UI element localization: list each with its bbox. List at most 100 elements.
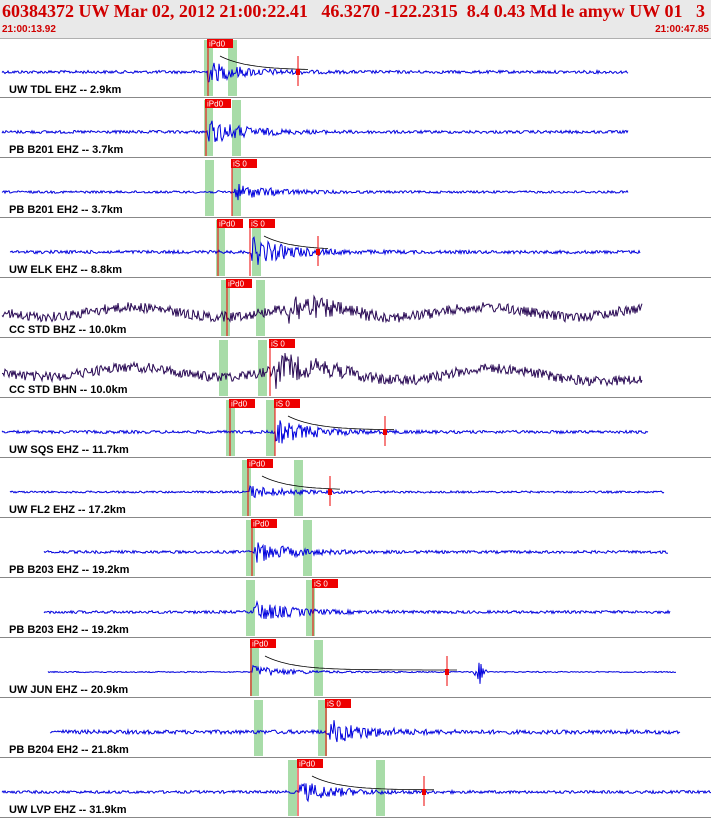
pick-window (242, 460, 251, 516)
start-time: 21:00:13.92 (2, 24, 56, 35)
coda-marker-tick (383, 429, 387, 435)
pick-window (232, 100, 241, 156)
pick-label: iPd0 (228, 280, 245, 289)
trace-row: iS 0 CC STD BHN -- 10.0km (0, 339, 711, 398)
station-label: UW ELK EHZ -- 8.8km (9, 264, 122, 276)
pick-label: iPd0 (299, 760, 316, 769)
waveform (9, 236, 641, 265)
trace-row: iPd0 UW TDL EHZ -- 2.9km (0, 39, 711, 98)
pick-window (266, 400, 275, 456)
pick-window (376, 760, 385, 816)
pick-window (250, 640, 259, 696)
pick-label: iS 0 (271, 340, 285, 349)
waveform (1, 62, 629, 83)
station-label: PB B201 EH2 -- 3.7km (9, 204, 123, 216)
station-label: UW TDL EHZ -- 2.9km (9, 84, 121, 96)
pick-flag[interactable] (231, 159, 257, 168)
coda-curve (263, 235, 329, 249)
station-label: PB B203 EH2 -- 19.2km (9, 624, 129, 636)
pick-window (216, 220, 225, 276)
pick-label: iPd0 (249, 460, 266, 469)
trace-row: iS 0 PB B201 EH2 -- 3.7km (0, 159, 711, 218)
pick-window (303, 520, 312, 576)
pick-window (256, 280, 265, 336)
station-label: UW SQS EHZ -- 11.7km (9, 444, 129, 456)
waveform (1, 420, 649, 444)
coda-curve (261, 475, 340, 490)
pick-flag[interactable] (269, 339, 295, 348)
pick-label: iPd0 (209, 40, 226, 49)
pick-label: iPd0 (231, 400, 248, 409)
pick-flag[interactable] (205, 99, 231, 108)
waveform (1, 294, 643, 324)
pick-flag[interactable] (249, 219, 275, 228)
trace-row: iS 0 PB B204 EH2 -- 21.8km (0, 699, 711, 758)
pick-flag[interactable] (247, 459, 273, 468)
station-label: CC STD BHN -- 10.0km (9, 384, 128, 396)
coda-marker-tick (328, 489, 332, 495)
trace-row: iPd0 UW LVP EHZ -- 31.9km (0, 759, 711, 818)
pick-label: iS 0 (251, 220, 265, 229)
pick-flag[interactable] (251, 519, 277, 528)
pick-label: iPd0 (252, 640, 269, 649)
trace-row: iPd0 iS 0 UW ELK EHZ -- 8.8km (0, 219, 711, 278)
trace-row: iPd0 PB B201 EHZ -- 3.7km (0, 99, 711, 158)
trace-row: iS 0 PB B203 EH2 -- 19.2km (0, 579, 711, 638)
pick-window (258, 340, 267, 396)
event-title: 60384372 UW Mar 02, 2012 21:00:22.41 46.… (2, 1, 705, 21)
waveform (9, 485, 665, 499)
trace-row: iPd0 CC STD BHZ -- 10.0km (0, 279, 711, 338)
pick-flag[interactable] (250, 639, 276, 648)
coda-marker-tick (296, 69, 300, 75)
coda-curve (287, 415, 394, 431)
pick-flag[interactable] (217, 219, 243, 228)
pick-flag[interactable] (229, 399, 255, 408)
waveform (43, 542, 669, 563)
pick-flag[interactable] (207, 39, 233, 48)
pick-window (205, 160, 214, 216)
pick-window (219, 340, 228, 396)
waveform (1, 183, 629, 201)
waveform (1, 782, 711, 803)
trace-row: iPd0 UW JUN EHZ -- 20.9km (0, 639, 711, 698)
station-label: PB B201 EHZ -- 3.7km (9, 144, 124, 156)
pick-window (288, 760, 297, 816)
waveform (1, 352, 643, 389)
pick-window (221, 280, 230, 336)
station-label: UW LVP EHZ -- 31.9km (9, 804, 127, 816)
event-header: 60384372 UW Mar 02, 2012 21:00:22.41 46.… (0, 0, 711, 39)
pick-window (232, 160, 241, 216)
pick-label: iPd0 (219, 220, 236, 229)
station-label: PB B203 EHZ -- 19.2km (9, 564, 130, 576)
pick-window (318, 700, 327, 756)
pick-flag[interactable] (297, 759, 323, 768)
waveform (49, 720, 681, 743)
waveform (1, 120, 629, 143)
pick-flag[interactable] (325, 699, 351, 708)
pick-window (294, 460, 303, 516)
coda-marker-tick (445, 669, 449, 675)
coda-marker-tick (422, 789, 426, 795)
pick-flag[interactable] (226, 279, 252, 288)
seismogram-panel: iPd0 UW TDL EHZ -- 2.9km iPd0 PB B201 EHZ -… (0, 39, 711, 818)
pick-flag[interactable] (274, 399, 300, 408)
pick-label: iS 0 (314, 580, 328, 589)
station-label: CC STD BHZ -- 10.0km (9, 324, 127, 336)
pick-window (246, 580, 255, 636)
pick-label: iS 0 (233, 160, 247, 169)
pick-label: iS 0 (327, 700, 341, 709)
pick-window (306, 580, 315, 636)
pick-window (252, 220, 261, 276)
pick-label: iPd0 (207, 100, 224, 109)
trace-row: iPd0 iS 0 UW SQS EHZ -- 11.7km (0, 399, 711, 458)
coda-curve (311, 775, 434, 791)
pick-window (246, 520, 255, 576)
pick-window (228, 40, 237, 96)
pick-label: iPd0 (253, 520, 270, 529)
pick-window (204, 100, 213, 156)
coda-marker-tick (316, 249, 320, 255)
pick-window (254, 700, 263, 756)
station-label: UW FL2 EHZ -- 17.2km (9, 504, 126, 516)
pick-flag[interactable] (312, 579, 338, 588)
trace-row: iPd0 UW FL2 EHZ -- 17.2km (0, 459, 711, 518)
